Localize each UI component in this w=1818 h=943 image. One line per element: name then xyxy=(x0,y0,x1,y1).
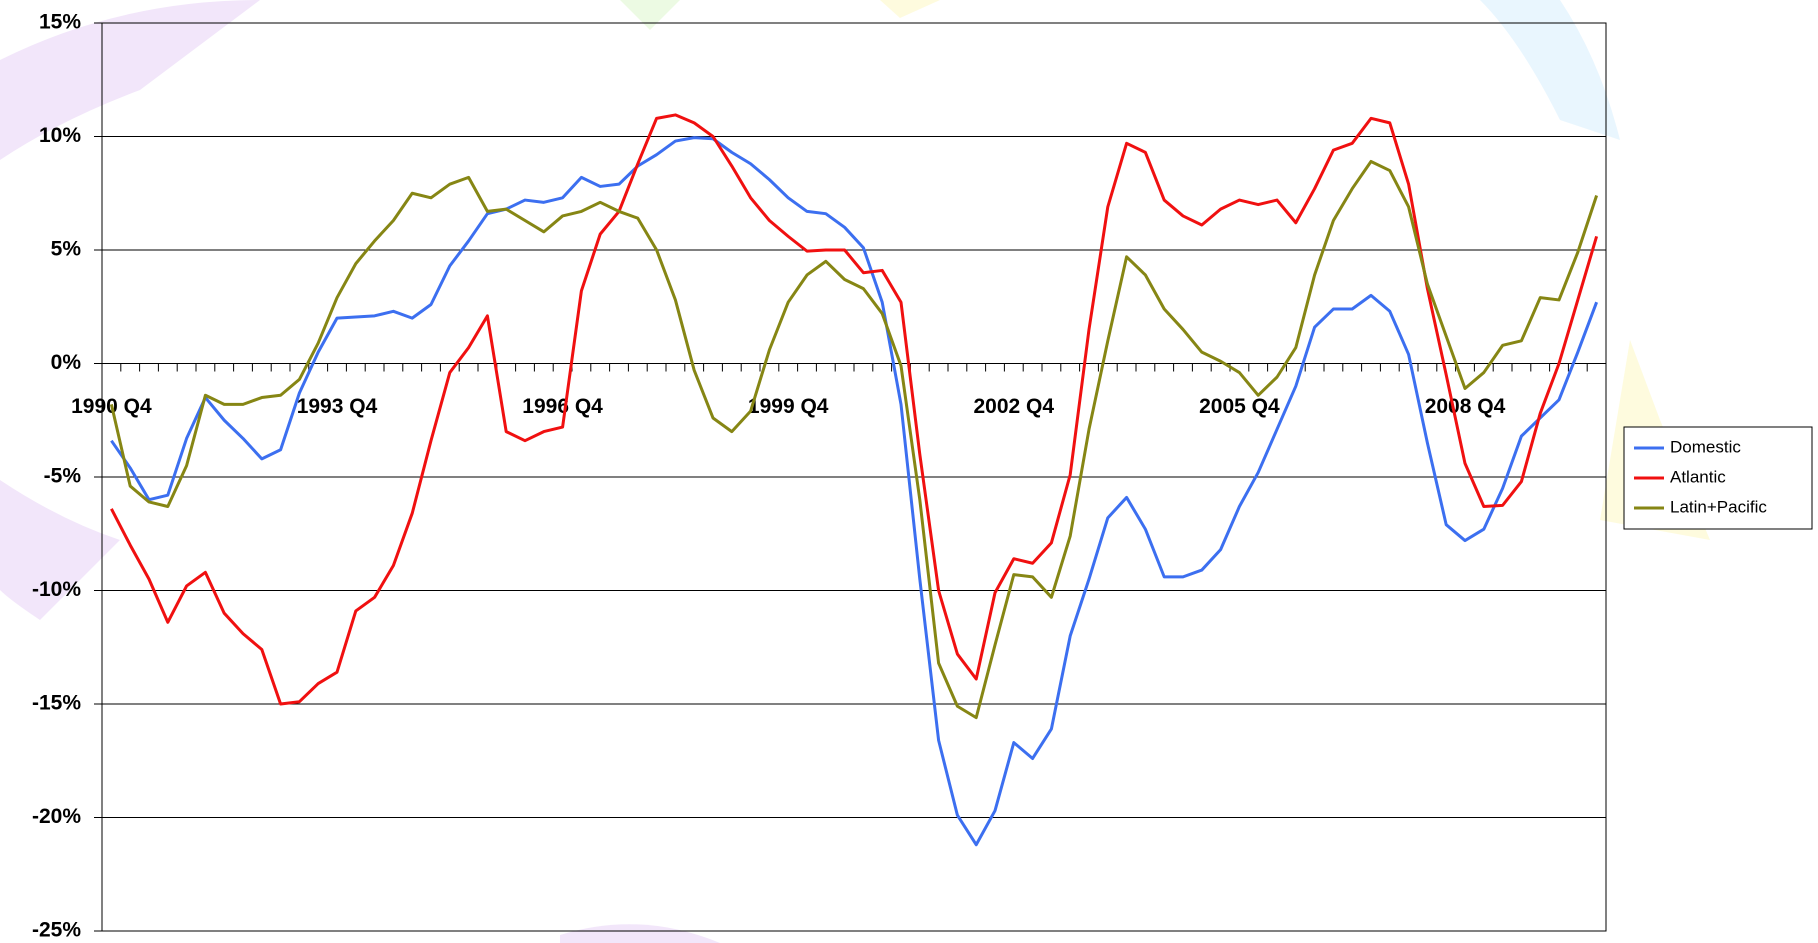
y-tick-label: -5% xyxy=(44,465,82,488)
x-tick-label: 1993 Q4 xyxy=(297,395,378,418)
y-tick-label: 10% xyxy=(39,124,81,147)
legend-label: Latin+Pacific xyxy=(1670,497,1767,516)
y-tick-label: 5% xyxy=(51,238,82,261)
y-tick-label: -10% xyxy=(32,578,81,601)
page: {"chart_data": {"type": "line", "categor… xyxy=(0,0,1818,943)
x-tick-label: 2002 Q4 xyxy=(974,395,1055,418)
y-tick-label: 0% xyxy=(51,351,82,374)
chart: -25%-20%-15%-10%-5%0%5%10%15%1990 Q41993… xyxy=(0,0,1818,943)
y-tick-label: -25% xyxy=(32,919,81,942)
background-decoration xyxy=(0,0,1710,943)
x-tick-label: 2005 Q4 xyxy=(1199,395,1280,418)
legend: Domestic Atlantic Latin+Pacific xyxy=(1624,427,1812,529)
y-tick-label: 15% xyxy=(39,11,81,34)
legend-label: Atlantic xyxy=(1670,467,1726,486)
series-line xyxy=(111,161,1596,717)
y-tick-label: -20% xyxy=(32,805,81,828)
legend-label: Domestic xyxy=(1670,437,1741,456)
x-tick-label: 1996 Q4 xyxy=(522,395,603,418)
x-tick-label: 1999 Q4 xyxy=(748,395,829,418)
series-line xyxy=(111,138,1596,845)
x-tick-label: 2008 Q4 xyxy=(1425,395,1506,418)
y-tick-label: -15% xyxy=(32,692,81,715)
